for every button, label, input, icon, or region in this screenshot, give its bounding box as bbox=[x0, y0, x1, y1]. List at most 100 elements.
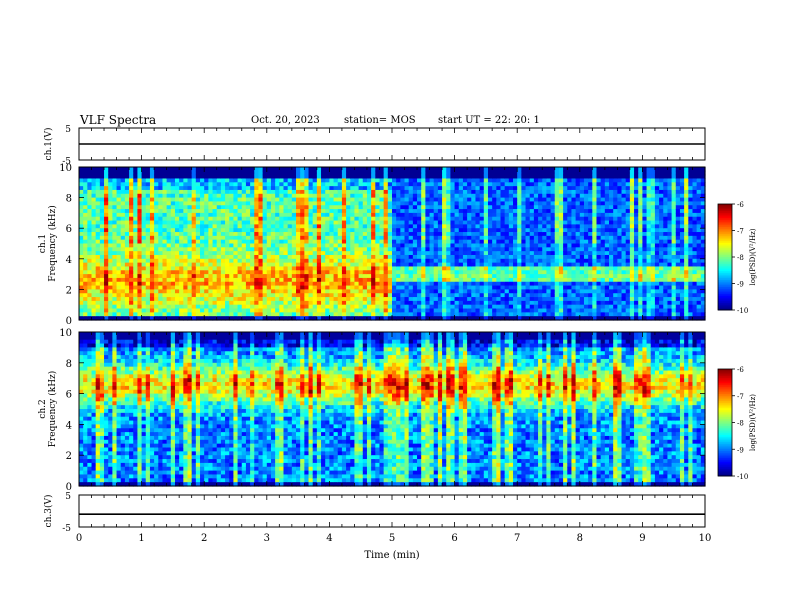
spectrogram-cell bbox=[417, 312, 422, 317]
spectrogram-cell bbox=[471, 297, 477, 302]
spectrogram-cell bbox=[575, 254, 581, 260]
spectrogram-cell bbox=[112, 247, 118, 252]
spectrogram-cell bbox=[583, 205, 589, 210]
spectrogram-cell bbox=[149, 220, 155, 225]
spectrogram-cell bbox=[91, 243, 97, 248]
spectrogram-cell bbox=[129, 274, 134, 279]
spectrogram-cell bbox=[521, 270, 527, 275]
spectrogram-cell bbox=[166, 224, 172, 229]
spectrogram-cell bbox=[179, 274, 184, 279]
spectrogram-cell bbox=[400, 235, 406, 241]
spectrogram-cell bbox=[212, 197, 218, 203]
spectrogram-cell bbox=[563, 304, 568, 310]
spectrogram-cell bbox=[583, 274, 589, 279]
spectrogram-cell bbox=[462, 316, 468, 321]
spectrogram-cell bbox=[400, 182, 406, 187]
spectrogram-cell bbox=[204, 232, 209, 237]
spectrogram-cell bbox=[429, 251, 435, 256]
spectrogram-cell bbox=[212, 209, 218, 214]
spectrogram-cell bbox=[91, 205, 97, 210]
spectrogram-cell bbox=[137, 243, 143, 248]
spectrogram-cell bbox=[170, 312, 176, 317]
spectrogram-cell bbox=[250, 312, 255, 317]
spectrogram-cell bbox=[187, 285, 193, 290]
spectrogram-cell bbox=[212, 174, 218, 180]
spectrogram-cell bbox=[270, 174, 276, 180]
spectrogram-cell bbox=[433, 247, 439, 252]
spectrogram-cell bbox=[87, 304, 93, 310]
spectrogram-cell bbox=[258, 197, 264, 203]
spectrogram-cell bbox=[99, 251, 105, 256]
spectrogram-cell bbox=[533, 258, 539, 264]
spectrogram-cell bbox=[250, 258, 255, 264]
spectrogram-cell bbox=[392, 228, 397, 233]
spectrogram-cell bbox=[454, 212, 460, 218]
spectrogram-cell bbox=[487, 300, 493, 306]
spectrogram-cell bbox=[279, 205, 285, 210]
spectrogram-cell bbox=[133, 209, 139, 214]
spectrogram-cell bbox=[521, 293, 527, 298]
spectrogram-cell bbox=[183, 308, 189, 313]
spectrogram-cell bbox=[204, 220, 209, 225]
spectrogram-cell bbox=[308, 205, 314, 210]
spectrogram-cell bbox=[316, 228, 322, 233]
spectrogram-cell bbox=[162, 254, 168, 260]
spectrogram-cell bbox=[329, 266, 335, 271]
spectrogram-cell bbox=[412, 262, 418, 268]
spectrogram-cell bbox=[99, 178, 105, 183]
spectrogram-cell bbox=[237, 239, 243, 245]
spectrogram-cell bbox=[462, 258, 468, 264]
spectrogram-cell bbox=[567, 289, 573, 294]
spectrogram-cell bbox=[291, 182, 297, 187]
spectrogram-cell bbox=[550, 228, 556, 233]
spectrogram-cell bbox=[550, 201, 556, 206]
spectrogram-cell bbox=[400, 266, 406, 271]
spectrogram-cell bbox=[392, 209, 397, 214]
spectrogram-cell bbox=[346, 262, 351, 268]
spectrogram-cell bbox=[579, 270, 585, 275]
spectrogram-cell bbox=[325, 178, 330, 183]
spectrogram-cell bbox=[266, 232, 272, 237]
spectrogram-cell bbox=[366, 285, 372, 290]
spectrogram-cell bbox=[241, 312, 247, 317]
spectrogram-cell bbox=[137, 197, 143, 203]
spectrogram-cell bbox=[216, 201, 222, 206]
spectrogram-cell bbox=[366, 293, 372, 298]
spectrogram-cell bbox=[346, 297, 351, 302]
spectrogram-cell bbox=[154, 281, 159, 287]
spectrogram-cell bbox=[446, 262, 452, 268]
spectrogram-cell bbox=[145, 254, 151, 260]
spectrogram-cell bbox=[442, 293, 447, 298]
spectrogram-cell bbox=[583, 178, 589, 183]
spectrogram-cell bbox=[383, 266, 389, 271]
spectrogram-cell bbox=[91, 300, 97, 306]
spectrogram-cell bbox=[133, 274, 139, 279]
spectrogram-cell bbox=[450, 254, 456, 260]
spectrogram-cell bbox=[375, 212, 381, 218]
spectrogram-cell bbox=[442, 254, 447, 260]
spectrogram-cell bbox=[546, 232, 552, 237]
spectrogram-cell bbox=[195, 220, 201, 225]
spectrogram-cell bbox=[183, 201, 189, 206]
spectrogram-cell bbox=[358, 258, 364, 264]
spectrogram-cell bbox=[254, 289, 260, 294]
spectrogram-cell bbox=[487, 170, 493, 176]
spectrogram-cell bbox=[83, 285, 88, 290]
spectrogram-cell bbox=[483, 270, 489, 275]
spectrogram-cell bbox=[563, 186, 568, 191]
spectrogram-cell bbox=[592, 254, 598, 260]
spectrogram-cell bbox=[95, 193, 101, 199]
spectrogram-cell bbox=[133, 316, 139, 321]
spectrogram-cell bbox=[195, 193, 201, 199]
spectrogram-cell bbox=[291, 289, 297, 294]
spectrogram-cell bbox=[279, 266, 285, 271]
spectrogram-cell bbox=[258, 193, 264, 199]
spectrogram-cell bbox=[162, 243, 168, 248]
spectrogram-cell bbox=[579, 167, 585, 172]
spectrogram-cell bbox=[337, 300, 343, 306]
spectrogram-cell bbox=[241, 285, 247, 290]
spectrogram-cell bbox=[208, 178, 214, 183]
spectrogram-cell bbox=[500, 189, 506, 195]
spectrogram-cell bbox=[137, 316, 143, 321]
spectrogram-cell bbox=[517, 201, 522, 206]
